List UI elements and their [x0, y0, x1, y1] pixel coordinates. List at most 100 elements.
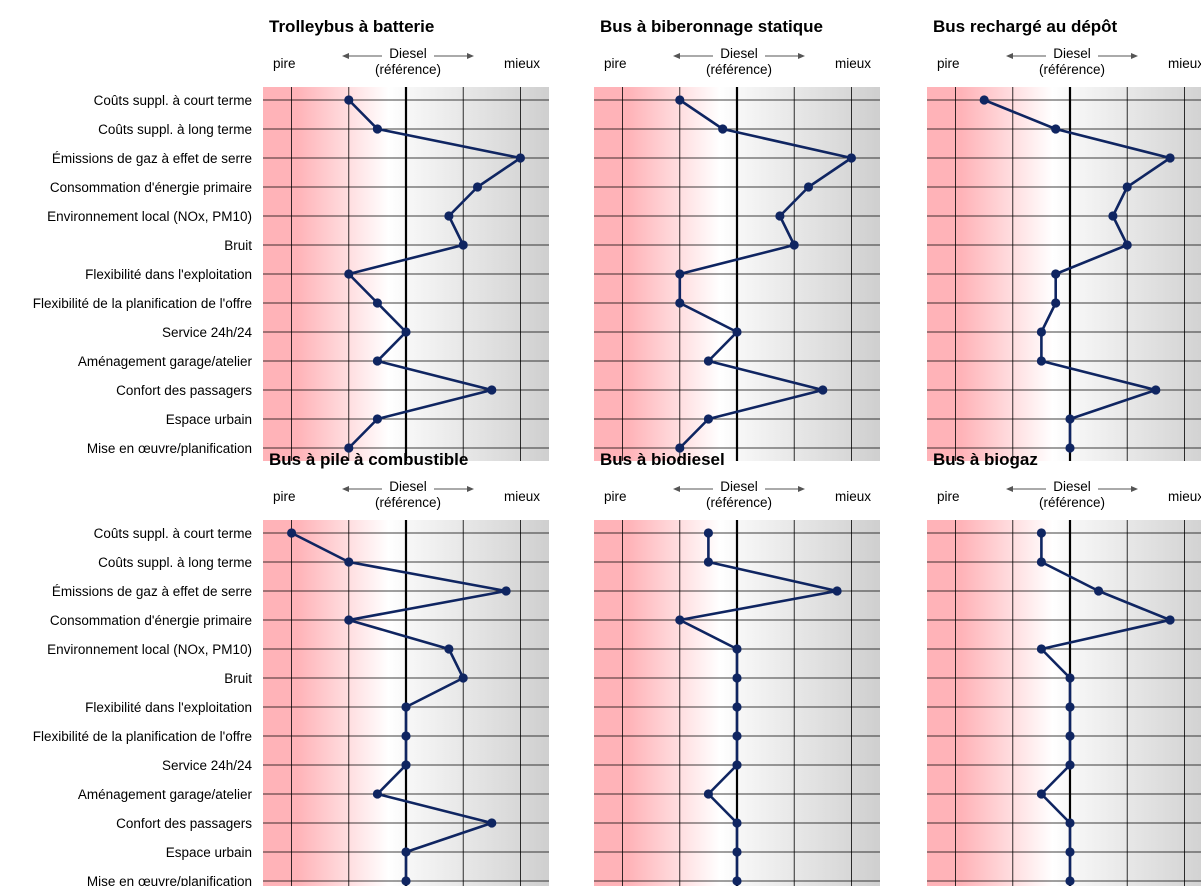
category-label: Flexibilité dans l'exploitation	[85, 700, 252, 715]
reference-sublabel: (référence)	[706, 62, 772, 77]
data-point	[675, 298, 685, 308]
data-point	[703, 356, 714, 366]
data-point	[401, 876, 411, 886]
better-label: mieux	[835, 56, 871, 71]
category-label: Émissions de gaz à effet de serre	[52, 584, 252, 599]
data-point	[1051, 298, 1061, 308]
category-label: Bruit	[224, 238, 252, 253]
data-point	[732, 818, 742, 828]
category-label: Confort des passagers	[116, 816, 252, 831]
data-point	[1165, 615, 1175, 625]
data-point	[1065, 702, 1075, 712]
category-label: Confort des passagers	[116, 383, 252, 398]
data-point	[344, 615, 354, 625]
category-label: Coûts suppl. à court terme	[94, 526, 252, 541]
reference-label: Diesel	[1053, 479, 1091, 494]
data-point	[401, 327, 411, 337]
data-point	[1122, 182, 1132, 192]
data-point	[846, 153, 857, 163]
data-point	[1036, 327, 1046, 337]
data-point	[372, 414, 382, 424]
data-point	[444, 644, 454, 654]
category-label: Espace urbain	[166, 412, 252, 427]
category-label: Aménagement garage/atelier	[78, 354, 253, 369]
panel-title: Bus à biberonnage statique	[600, 17, 823, 36]
data-point	[344, 95, 354, 105]
data-point	[1165, 153, 1175, 163]
data-point	[675, 95, 685, 105]
better-label: mieux	[1168, 489, 1201, 504]
data-point	[718, 124, 728, 134]
right-arrow-icon	[467, 486, 474, 492]
better-label: mieux	[504, 56, 540, 71]
category-label: Coûts suppl. à long terme	[98, 122, 252, 137]
data-point	[675, 269, 685, 279]
category-label: Environnement local (NOx, PM10)	[47, 642, 252, 657]
category-label: Espace urbain	[166, 845, 252, 860]
data-point	[344, 443, 354, 453]
right-arrow-icon	[1131, 53, 1138, 59]
data-point	[675, 443, 685, 453]
data-point	[832, 586, 842, 596]
category-label: Coûts suppl. à court terme	[94, 93, 252, 108]
category-label: Coûts suppl. à long terme	[98, 555, 252, 570]
reference-label: Diesel	[1053, 46, 1091, 61]
category-label: Aménagement garage/atelier	[78, 787, 253, 802]
worse-label: pire	[604, 56, 627, 71]
data-point	[372, 298, 382, 308]
data-point	[732, 731, 742, 741]
better-label: mieux	[1168, 56, 1201, 71]
category-label: Bruit	[224, 671, 252, 686]
data-point	[1036, 557, 1046, 567]
panel-title: Bus à biogaz	[933, 450, 1038, 469]
reference-sublabel: (référence)	[375, 62, 441, 77]
data-point	[732, 673, 742, 683]
reference-sublabel: (référence)	[706, 495, 772, 510]
reference-sublabel: (référence)	[1039, 62, 1105, 77]
data-point	[501, 586, 511, 596]
left-arrow-icon	[342, 53, 349, 59]
data-point	[732, 876, 742, 886]
data-point	[703, 528, 714, 538]
category-label: Flexibilité de la planification de l'off…	[33, 729, 252, 744]
data-point	[803, 182, 814, 192]
panel-title: Bus à biodiesel	[600, 450, 725, 469]
reference-label: Diesel	[389, 479, 427, 494]
reference-sublabel: (référence)	[1039, 495, 1105, 510]
data-point	[703, 789, 714, 799]
data-point	[1065, 818, 1075, 828]
category-labels-row-1: Coûts suppl. à court terme Coûts suppl. à…	[33, 93, 253, 456]
data-point	[1065, 414, 1075, 424]
left-arrow-icon	[673, 53, 680, 59]
data-point	[401, 731, 411, 741]
data-point	[401, 847, 411, 857]
data-point	[458, 673, 468, 683]
data-point	[487, 385, 497, 395]
panel-title: Trolleybus à batterie	[269, 17, 434, 36]
category-labels-row-2: Coûts suppl. à court terme Coûts suppl. à…	[33, 526, 253, 886]
panels-layer: Coûts suppl. à court terme Coûts suppl. à…	[33, 17, 1201, 886]
data-point	[1065, 443, 1075, 453]
background-zone	[927, 520, 1201, 886]
category-label: Environnement local (NOx, PM10)	[47, 209, 252, 224]
data-point	[789, 240, 799, 250]
data-point	[732, 702, 742, 712]
data-point	[1065, 673, 1075, 683]
data-point	[472, 182, 483, 192]
reference-label: Diesel	[389, 46, 427, 61]
data-point	[1065, 876, 1075, 886]
data-point	[515, 153, 526, 163]
reference-label: Diesel	[720, 46, 758, 61]
category-label: Consommation d'énergie primaire	[50, 613, 252, 628]
data-point	[1065, 847, 1075, 857]
right-arrow-icon	[1131, 486, 1138, 492]
data-point	[1094, 586, 1104, 596]
better-label: mieux	[504, 489, 540, 504]
better-label: mieux	[835, 489, 871, 504]
left-arrow-icon	[1006, 486, 1013, 492]
left-arrow-icon	[1006, 53, 1013, 59]
data-point	[344, 269, 354, 279]
left-arrow-icon	[673, 486, 680, 492]
panel-6: Bus à biogaz pire mieux Diesel(référence)	[927, 450, 1201, 886]
